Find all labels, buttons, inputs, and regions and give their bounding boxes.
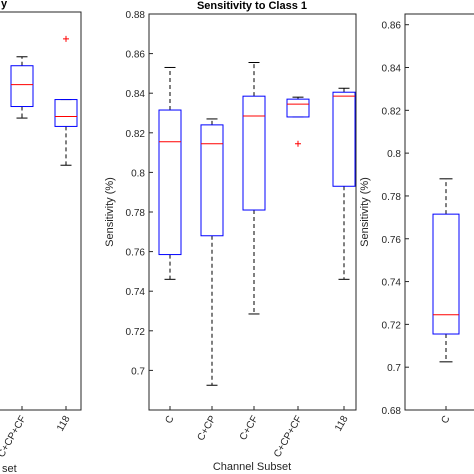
- box: [10, 65, 34, 108]
- y-tick-label: 0.8: [131, 168, 145, 179]
- middle-chart-panel: Sensitivity to Class 1 Sensitivity (%) C…: [104, 0, 357, 473]
- middle-y-axis-label: Sensitivity (%): [104, 177, 116, 247]
- y-tick-label: 0.76: [126, 248, 146, 259]
- boxplot-118: [332, 87, 356, 280]
- right-boxes: [432, 178, 460, 363]
- left-x-axis-label: set: [2, 463, 17, 474]
- x-tick-label: C+CF: [238, 414, 261, 442]
- x-tick-label: C+CP+CF: [0, 414, 29, 459]
- boxplot-C+CP: [200, 118, 224, 386]
- boxplot-C+CP+CF: [10, 56, 34, 119]
- right-axes-frame: [404, 13, 474, 411]
- left-x-tick-labels: C+CP+CF 118: [0, 406, 73, 459]
- left-axes-frame: [0, 11, 82, 411]
- middle-x-axis-label: Channel Subset: [213, 461, 291, 473]
- y-tick-label: 0.88: [126, 10, 146, 21]
- y-tick-label: 0.72: [382, 320, 402, 331]
- y-tick-label: 0.74: [126, 287, 146, 298]
- y-tick-label: 0.84: [126, 89, 146, 100]
- middle-y-ticks: 0.7 0.72 0.74 0.76 0.78 0.8 0.82 0.84 0.86 0.88: [126, 10, 153, 377]
- y-tick-label: 0.78: [126, 208, 146, 219]
- box: [286, 98, 310, 118]
- middle-x-tick-labels: C C+CP C+CF C+CP+CF 118: [163, 406, 351, 459]
- x-tick-label: 118: [333, 414, 351, 434]
- middle-axes-frame: [148, 13, 357, 411]
- left-title-fragment: y: [1, 0, 8, 10]
- outlier-marker: [63, 35, 69, 42]
- y-tick-label: 0.74: [382, 278, 402, 289]
- right-y-ticks: 0.68 0.7 0.72 0.74 0.76 0.78 0.8 0.82 0.84 0.86: [382, 21, 409, 417]
- left-boxes: [10, 35, 78, 166]
- x-tick-label: C: [439, 414, 452, 426]
- box: [242, 95, 266, 211]
- left-chart-panel: C+CP+CF 118 set y: [0, 0, 82, 474]
- boxplot-118: [54, 35, 78, 166]
- y-tick-label: 0.86: [126, 50, 146, 61]
- right-chart-panel: Sensitivity (%) 0.680.70.720.740.760.780…: [359, 13, 474, 426]
- x-tick-label: C+CP: [196, 414, 219, 443]
- box: [158, 109, 182, 256]
- right-y-axis-label: Sensitivity (%): [359, 177, 371, 247]
- y-tick-label: 0.78: [382, 192, 402, 203]
- y-tick-label: 0.82: [126, 129, 146, 140]
- box: [432, 213, 460, 335]
- boxplot-C+CF: [242, 62, 266, 315]
- y-tick-label: 0.76: [382, 235, 402, 246]
- y-tick-label: 0.86: [382, 21, 402, 32]
- middle-boxes: [158, 62, 356, 386]
- right-x-tick-labels: C: [439, 406, 453, 426]
- boxplot-C: [432, 178, 460, 363]
- x-tick-label: C+CP+CF: [272, 414, 305, 459]
- outlier-marker: [295, 140, 301, 147]
- box: [200, 124, 224, 237]
- y-tick-label: 0.72: [126, 327, 146, 338]
- y-tick-label: 0.68: [382, 406, 402, 417]
- boxplot-C: [158, 66, 182, 280]
- x-tick-label: C: [163, 414, 176, 426]
- y-tick-label: 0.82: [382, 106, 402, 117]
- box: [332, 91, 356, 187]
- y-tick-label: 0.7: [131, 366, 145, 377]
- x-tick-label: 118: [55, 414, 73, 434]
- y-tick-label: 0.84: [382, 64, 402, 75]
- y-tick-label: 0.8: [387, 149, 401, 160]
- middle-chart-title: Sensitivity to Class 1: [197, 0, 307, 12]
- y-tick-label: 0.7: [387, 363, 401, 374]
- box: [54, 99, 78, 127]
- boxplot-C+CP+CF: [286, 96, 310, 147]
